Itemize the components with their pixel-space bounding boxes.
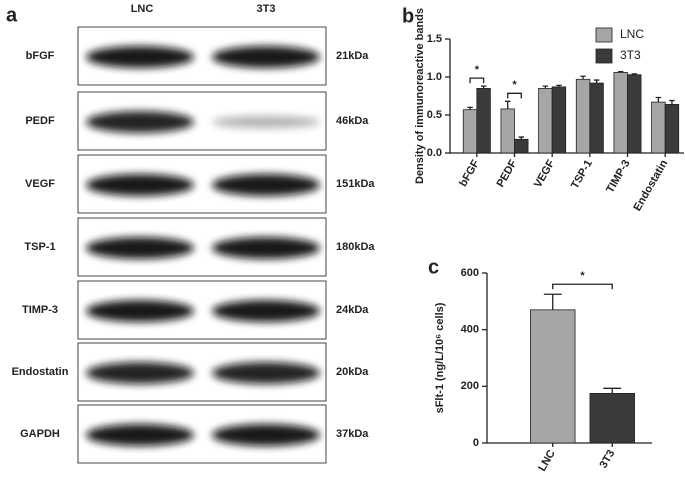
legend-label: LNC [620, 27, 644, 41]
band [86, 174, 194, 196]
lane-label: LNC [131, 3, 154, 15]
error-bar [580, 75, 586, 80]
size-label: 46kDa [336, 115, 369, 127]
error-bar [655, 96, 662, 103]
protein-label: Endostatin [12, 366, 69, 378]
band [86, 237, 194, 259]
bar [589, 82, 604, 154]
bar [514, 138, 529, 154]
protein-label: TIMP-3 [22, 304, 58, 316]
significance-mark: * [512, 79, 517, 91]
size-label: 151kDa [336, 178, 375, 190]
bar [589, 393, 635, 444]
error-bar [480, 85, 487, 89]
band [86, 111, 194, 133]
x-tick-label: VEGF [532, 158, 558, 190]
x-tick-label: 3T3 [597, 448, 617, 470]
band [212, 46, 320, 68]
x-tick-label: bFGF [457, 158, 482, 189]
band [86, 424, 194, 446]
bar [613, 72, 628, 154]
y-axis-label: sFlt-1 (ng/L/10⁶ cells) [434, 302, 446, 413]
lane-label: 3T3 [257, 3, 276, 15]
x-tick-label: LNC [536, 448, 558, 474]
band [212, 300, 320, 322]
protein-label: VEGF [25, 178, 55, 190]
error-bar [542, 85, 549, 89]
bar [664, 103, 680, 154]
y-tick-label: 1.0 [427, 71, 442, 83]
bar [530, 309, 576, 444]
bar [538, 88, 553, 154]
x-tick-label: PEDF [495, 158, 520, 190]
bar [651, 101, 666, 154]
protein-label: PEDF [25, 115, 55, 127]
significance-bracket [469, 77, 485, 84]
legend-swatch [595, 48, 613, 64]
size-label: 21kDa [336, 50, 369, 62]
band [86, 362, 194, 384]
y-tick-label: 0 [473, 437, 479, 449]
error-bar [467, 106, 473, 110]
error-bar [603, 387, 622, 394]
size-label: 37kDa [336, 428, 369, 440]
y-axis-label: Density of immunoreactive bands [414, 8, 426, 184]
panel-label: a [6, 4, 18, 26]
legend-label: 3T3 [620, 48, 641, 62]
size-label: 180kDa [336, 241, 375, 253]
size-label: 24kDa [336, 304, 369, 316]
error-bar [505, 100, 511, 109]
error-bar [631, 73, 637, 75]
band [86, 300, 194, 322]
significance-mark: * [475, 64, 480, 76]
error-bar [593, 79, 600, 84]
band [212, 424, 320, 446]
x-tick-label: TSP-1 [569, 158, 595, 191]
legend-swatch [595, 27, 613, 43]
x-tick-label: TIMP-3 [604, 158, 632, 195]
band [212, 116, 320, 128]
y-tick-label: 600 [461, 267, 479, 279]
bar [476, 88, 491, 154]
error-bar [543, 293, 562, 310]
bar [575, 78, 591, 154]
y-tick-label: 1.5 [427, 33, 442, 45]
protein-label: GAPDH [20, 428, 60, 440]
error-bar [518, 136, 524, 140]
bar [500, 108, 515, 154]
y-tick-label: 0.0 [427, 147, 442, 159]
significance-mark: * [580, 270, 585, 282]
bar [627, 74, 642, 154]
significance-bracket [552, 283, 613, 290]
band [86, 46, 194, 68]
band [212, 362, 320, 384]
significance-bracket [507, 92, 522, 99]
bar [462, 109, 478, 154]
error-bar [669, 99, 675, 105]
size-label: 20kDa [336, 366, 369, 378]
protein-label: TSP-1 [24, 241, 55, 253]
y-tick-label: 400 [461, 324, 479, 336]
protein-label: bFGF [26, 50, 55, 62]
y-tick-label: 0.5 [427, 109, 442, 121]
panel-label: b [402, 5, 414, 27]
error-bar [556, 84, 562, 87]
band [212, 174, 320, 196]
y-tick-label: 200 [461, 380, 479, 392]
error-bar [618, 71, 624, 73]
x-tick-label: Endostatin [631, 158, 670, 213]
bar [551, 86, 567, 154]
panel-label: c [428, 256, 439, 278]
band [212, 237, 320, 259]
